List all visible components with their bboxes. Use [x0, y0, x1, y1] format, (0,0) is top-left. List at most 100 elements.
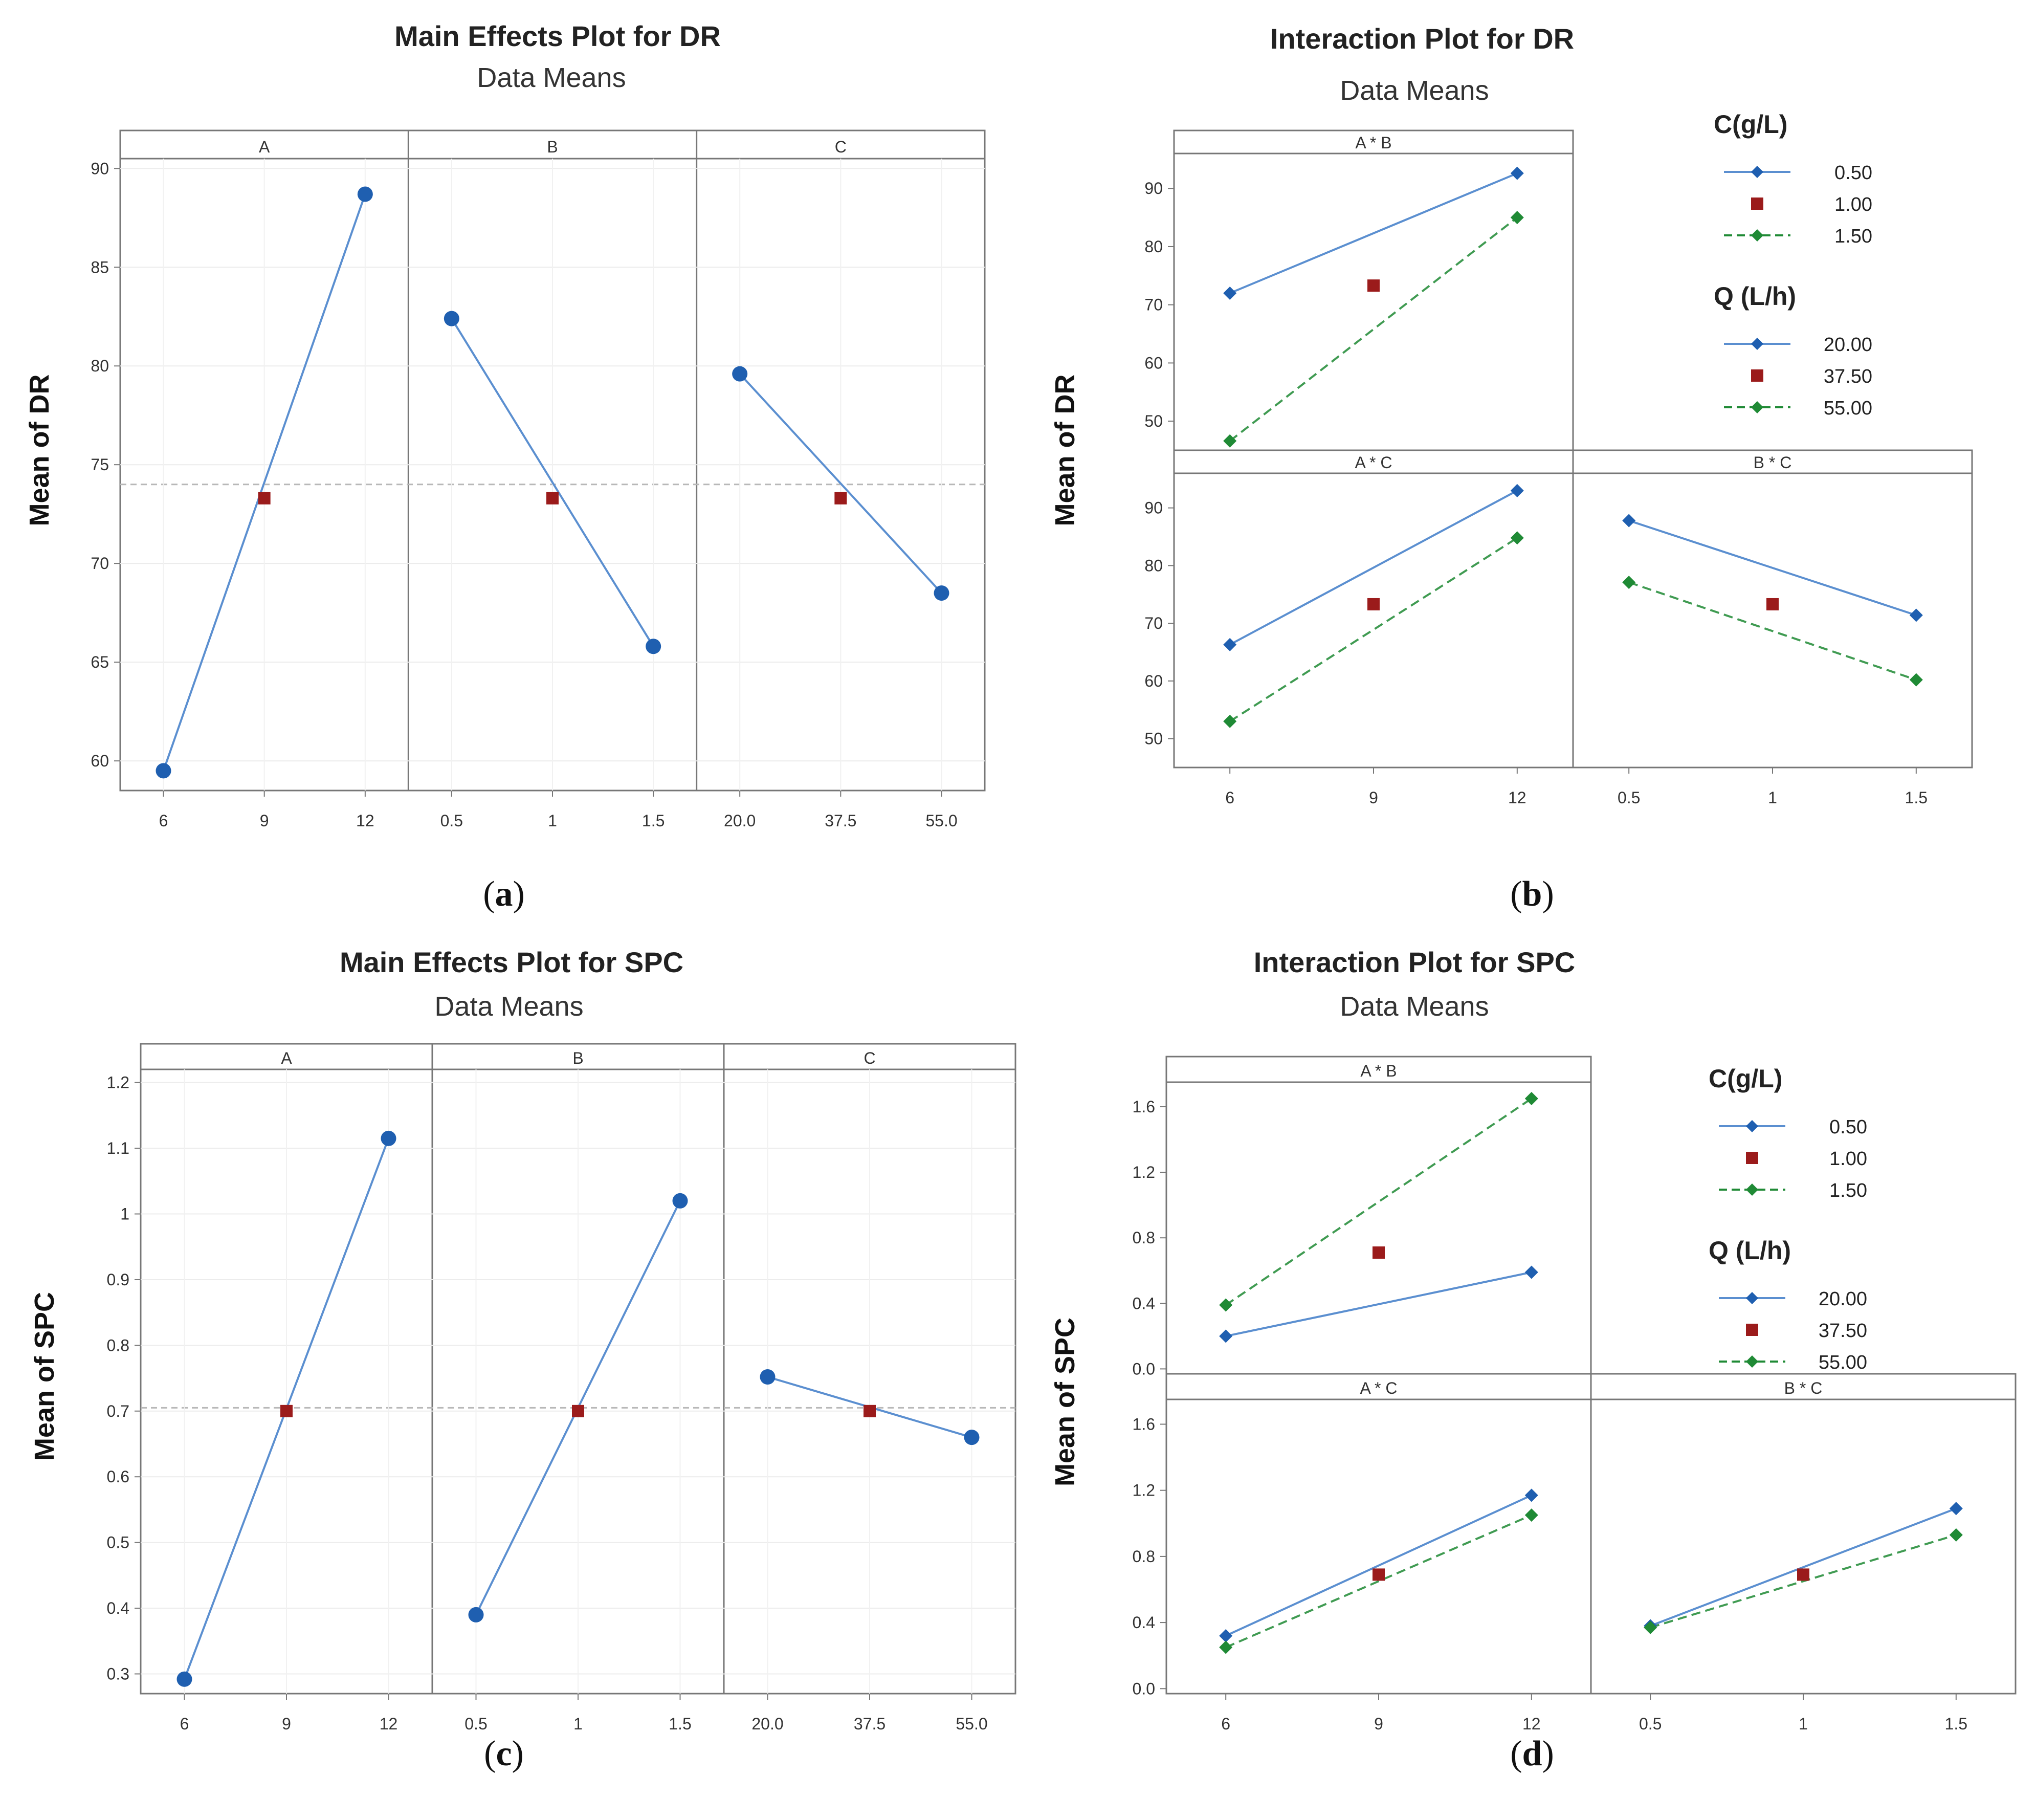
a-ytick-label: 85 [91, 258, 109, 276]
a-center-point [834, 492, 847, 505]
c-ytick-label: 0.7 [107, 1402, 129, 1420]
b-xtick-label: 6 [1225, 788, 1234, 807]
d-legend-item: 1.50 [1829, 1180, 1867, 1201]
caption-d: (d) [1510, 1734, 1554, 1773]
c-xtick-label: 6 [180, 1715, 189, 1733]
b-legend-item: 55.00 [1824, 398, 1872, 419]
c-point [468, 1607, 484, 1622]
a-center-point [258, 492, 271, 505]
chart-d-subtitle: Data Means [1340, 991, 1489, 1022]
a-point [156, 763, 171, 779]
b-panel-label: A * B [1355, 134, 1391, 152]
c-xtick-label: 0.5 [464, 1715, 487, 1733]
b-legend-item: 0.50 [1834, 162, 1872, 184]
d-center-point [1797, 1568, 1809, 1581]
a-xtick-label: 0.5 [440, 812, 463, 830]
b-ytick-label: 50 [1144, 730, 1163, 748]
chart-b-title: Interaction Plot for DR [1270, 23, 1574, 55]
d-legend-title: C(g/L) [1709, 1064, 1782, 1093]
a-xtick-label: 6 [159, 812, 168, 830]
c-center-point [572, 1405, 584, 1417]
d-panel-frame [1165, 1056, 1592, 1375]
d-ytick-label: 0.0 [1133, 1679, 1155, 1698]
d-low-point [1949, 1502, 1963, 1516]
caption-c: (c) [484, 1734, 524, 1773]
b-high-point [1510, 211, 1524, 225]
a-point [934, 585, 949, 601]
b-legend-marker [1751, 166, 1763, 178]
d-center-point [1373, 1246, 1385, 1259]
a-panel-label: A [259, 138, 270, 156]
c-ytick-label: 0.5 [107, 1533, 129, 1552]
d-ytick-label: 0.8 [1133, 1547, 1155, 1566]
d-series-high-line [1225, 1514, 1532, 1649]
d-legend-marker [1746, 1355, 1758, 1368]
chart-a: Main Effects Plot for DR Data Means Mean… [24, 20, 986, 914]
a-xtick-label: 55.0 [925, 812, 957, 830]
b-panel-label: A * C [1355, 453, 1392, 472]
caption-b: (b) [1510, 874, 1554, 914]
a-panel-label: B [547, 138, 558, 156]
b-xtick-label: 1 [1768, 788, 1777, 807]
b-ytick-label: 60 [1144, 672, 1163, 690]
a-ytick-label: 65 [91, 653, 109, 671]
c-ytick-label: 0.6 [107, 1467, 129, 1486]
chart-b: Interaction Plot for DR Data Means Mean … [1050, 23, 1973, 914]
d-ytick-label: 1.6 [1133, 1415, 1155, 1433]
d-series-high-line [1650, 1533, 1957, 1629]
d-series-low-line [1225, 1494, 1532, 1637]
b-low-point [1909, 608, 1923, 622]
b-legend-marker [1751, 229, 1763, 242]
b-xtick-label: 0.5 [1618, 788, 1640, 807]
c-point [381, 1130, 396, 1146]
b-ytick-label: 90 [1144, 499, 1163, 517]
d-legend-item: 0.50 [1829, 1116, 1867, 1138]
c-point [176, 1671, 192, 1687]
chart-b-ylabel: Mean of DR [1050, 375, 1080, 527]
chart-a-plot: 60 65 70 75 80 85 90 A 6 9 12 B 0.5 1 1.5 C 20.0 37.5 55.0 [91, 129, 986, 830]
a-point [646, 639, 661, 654]
a-series-line [451, 318, 654, 647]
b-legend-item: 20.00 [1824, 334, 1872, 356]
chart-c-plot: 0.3 0.4 0.5 0.6 0.7 0.8 0.9 1 1.1 1.2 A 6 9 12 B 0.5 1 1.… [107, 1043, 1016, 1733]
b-series-low-line [1229, 490, 1518, 646]
d-ytick-label: 1.2 [1133, 1481, 1155, 1500]
d-ytick-label: 0.8 [1133, 1229, 1155, 1247]
b-ytick-label: 50 [1144, 412, 1163, 430]
c-ytick-label: 1 [120, 1205, 129, 1223]
c-xtick-label: 1 [573, 1715, 583, 1733]
d-high-point [1949, 1528, 1963, 1542]
b-legend-item: 1.00 [1834, 194, 1872, 215]
c-xtick-label: 37.5 [854, 1715, 886, 1733]
b-low-point [1223, 638, 1237, 651]
chart-a-ylabel: Mean of DR [24, 375, 55, 527]
a-point [357, 186, 373, 202]
c-point [760, 1369, 776, 1385]
chart-a-title: Main Effects Plot for DR [394, 20, 721, 52]
chart-d-legend: C(g/L) 0.50 1.00 1.50 Q (L/h) 20.00 37.50 55.00 [1709, 1064, 1867, 1373]
b-legend-item: 1.50 [1834, 226, 1872, 247]
d-low-point [1524, 1265, 1538, 1279]
b-legend-title: C(g/L) [1714, 110, 1787, 139]
a-series-line [739, 373, 942, 594]
b-high-point [1909, 673, 1923, 687]
d-low-point [1524, 1488, 1538, 1502]
b-xtick-label: 1.5 [1905, 788, 1928, 807]
b-ytick-label: 60 [1144, 354, 1163, 372]
b-legend-title: Q (L/h) [1714, 282, 1796, 311]
c-ytick-label: 1.2 [107, 1073, 129, 1092]
chart-a-subtitle: Data Means [477, 62, 626, 93]
c-ytick-label: 0.4 [107, 1599, 129, 1617]
c-xtick-label: 1.5 [669, 1715, 691, 1733]
a-xtick-label: 12 [356, 812, 374, 830]
chart-c: Main Effects Plot for SPC Data Means Mea… [29, 946, 1016, 1773]
d-xtick-label: 9 [1374, 1715, 1383, 1733]
b-high-point [1223, 714, 1237, 728]
d-ytick-label: 0.4 [1133, 1613, 1155, 1632]
chart-c-ylabel: Mean of SPC [29, 1292, 60, 1461]
a-xtick-label: 1.5 [642, 812, 665, 830]
b-center-point [1367, 279, 1380, 292]
c-xtick-label: 12 [380, 1715, 398, 1733]
chart-c-subtitle: Data Means [434, 991, 583, 1022]
b-series-high-line [1229, 537, 1518, 722]
